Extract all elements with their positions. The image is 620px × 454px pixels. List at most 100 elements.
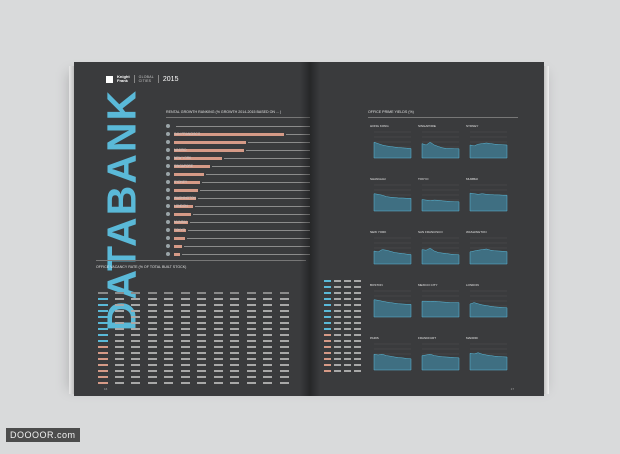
table-cell: [246, 298, 256, 300]
table-cell: [279, 382, 289, 384]
ranking-bar: [174, 189, 198, 192]
small-table-cell: [324, 346, 331, 348]
table-cell: [98, 364, 108, 366]
ranking-row: [166, 242, 310, 250]
city-bullet-icon: [166, 196, 170, 200]
table-cell: [164, 316, 173, 318]
open-magazine: Knight Frank GLOBAL CITIES 2015 DATABANK…: [69, 62, 549, 396]
table-cell: [164, 346, 173, 348]
brand-divider: [133, 75, 135, 83]
city-chart-label: MEXICO CITY: [418, 283, 438, 287]
table-cell: [147, 352, 157, 354]
table-cell: [164, 352, 173, 354]
city-bullet-icon: [166, 220, 170, 224]
table-cell: [263, 304, 272, 306]
table-cell: [279, 364, 289, 366]
table-cell: [279, 304, 289, 306]
table-cell: [131, 340, 140, 342]
table-cell: [213, 322, 223, 324]
table-cell: [131, 322, 140, 324]
small-table-cell: [354, 334, 361, 336]
table-header-cell: [164, 292, 173, 294]
title-rule: [166, 117, 310, 118]
small-table-cell: [324, 340, 331, 342]
table-cell: [147, 334, 157, 336]
city-chart-label: TOKYO: [418, 177, 429, 181]
table-cell: [279, 334, 289, 336]
table-cell: [263, 316, 272, 318]
area-series: [421, 199, 460, 212]
table-cell: [279, 298, 289, 300]
table-header-cell: [98, 292, 108, 294]
city-yield-chart: TOKYO: [416, 175, 462, 216]
table-header-cell: [263, 292, 272, 294]
table-cell: [98, 304, 108, 306]
site-watermark: DOOOOR.com: [6, 428, 80, 442]
area-series: [421, 353, 460, 371]
prime-yields-title: OFFICE PRIME YIELDS (%): [368, 110, 414, 114]
table-cell: [263, 322, 272, 324]
small-table-cell: [354, 346, 361, 348]
table-cell: [230, 370, 239, 372]
city-yield-chart: SAN FRANCISCO: [416, 228, 462, 269]
table-cell: [114, 376, 124, 378]
small-table-cell: [354, 328, 361, 330]
table-cell: [98, 334, 108, 336]
ranking-bar: [174, 229, 186, 232]
ranking-row: MADRID30.7%: [166, 146, 310, 154]
table-cell: [114, 310, 124, 312]
table-cell: [131, 334, 140, 336]
table-header-cell: [114, 292, 124, 294]
table-cell: [246, 322, 256, 324]
ranking-city-label: LONDON: [174, 204, 188, 208]
small-table-cell: [334, 298, 341, 300]
brand-sub: GLOBAL CITIES: [139, 75, 154, 83]
table-cell: [230, 334, 239, 336]
area-chart: [469, 290, 508, 318]
small-table-cell: [344, 310, 351, 312]
leader-line: [200, 190, 310, 191]
small-table-cell: [344, 358, 351, 360]
city-bullet-icon: [166, 148, 170, 152]
city-chart-label: FRANKFURT: [418, 336, 437, 340]
rental-growth-title: RENTAL GROWTH RANKING (% GROWTH 2014-201…: [166, 110, 282, 114]
table-cell: [114, 364, 124, 366]
table-cell: [230, 376, 239, 378]
city-chart-label: PARIS: [370, 336, 379, 340]
table-cell: [246, 340, 256, 342]
ranking-bar: [174, 157, 222, 160]
ranking-row: SINGAPORE28.2%: [166, 162, 310, 170]
table-cell: [263, 334, 272, 336]
brand-name-line1: Knight: [117, 74, 130, 79]
table-cell: [246, 334, 256, 336]
table-cell: [279, 316, 289, 318]
area-series: [469, 248, 508, 265]
table-cell: [197, 376, 206, 378]
table-cell: [197, 340, 206, 342]
table-cell: [279, 358, 289, 360]
small-table-cell: [354, 364, 361, 366]
small-table-cell: [344, 304, 351, 306]
city-yield-chart: HONG KONG: [368, 122, 414, 163]
ranking-row: 13.6%: [166, 234, 310, 242]
table-cell: [164, 298, 173, 300]
small-table-cell: [324, 328, 331, 330]
table-cell: [246, 328, 256, 330]
table-cell: [147, 328, 157, 330]
table-cell: [131, 298, 140, 300]
table-cell: [131, 370, 140, 372]
table-cell: [263, 364, 272, 366]
small-table-cell: [334, 346, 341, 348]
area-series: [373, 141, 412, 159]
small-table-cell: [334, 322, 341, 324]
area-series: [469, 192, 508, 212]
table-cell: [98, 310, 108, 312]
right-page-edge: [543, 66, 549, 394]
city-chart-label: WASHINGTON: [466, 230, 487, 234]
table-cell: [131, 310, 140, 312]
table-cell: [246, 316, 256, 318]
ranking-row: 25.0%: [166, 170, 310, 178]
area-chart: [373, 237, 412, 265]
area-chart: [469, 131, 508, 159]
table-cell: [131, 364, 140, 366]
